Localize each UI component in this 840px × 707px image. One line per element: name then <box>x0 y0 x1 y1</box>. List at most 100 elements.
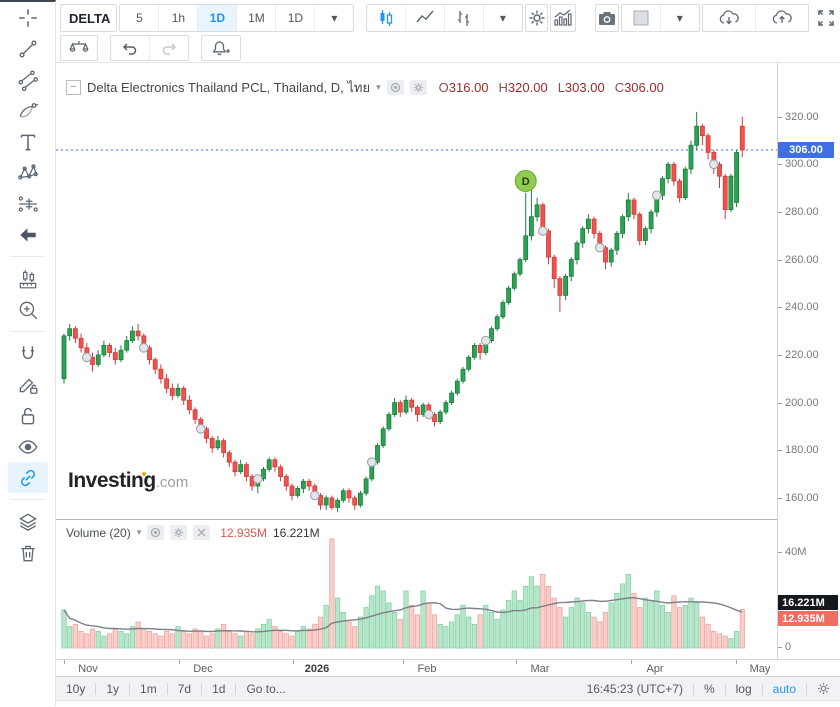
fib-tool[interactable] <box>0 64 56 95</box>
price-tick-label: 320.00 <box>778 110 819 123</box>
link-icon <box>20 469 36 486</box>
hide-drawings-button[interactable] <box>0 219 56 250</box>
trend-line-tool[interactable] <box>0 33 56 64</box>
percent-scale-button[interactable]: % <box>703 681 715 696</box>
auto-scale-button[interactable]: auto <box>772 681 796 696</box>
interval-1d2[interactable]: 1D <box>276 5 316 31</box>
scales-icon <box>69 41 89 52</box>
ohlc-high: H320.00 <box>498 80 548 95</box>
time-axis-label: Feb <box>417 663 437 675</box>
volume-current-badge: 16.221M <box>778 595 838 610</box>
range-7d-button[interactable]: 7d <box>177 681 192 696</box>
clock-label[interactable]: 16:45:23 (UTC+7) <box>586 681 683 696</box>
bars-chart-icon <box>457 11 469 26</box>
price-tick-label: 260.00 <box>778 253 819 266</box>
style-line-button[interactable] <box>406 5 445 31</box>
time-axis-tick <box>736 660 737 664</box>
volume-ma-value: 12.935M <box>220 525 267 540</box>
trend-line-icon <box>19 40 37 57</box>
link-intervals-tool[interactable] <box>8 462 48 493</box>
price-axis[interactable]: 320.00 300.00 280.00 260.00 240.00 220.00 200.… <box>777 63 840 659</box>
remove-drawings-tool[interactable] <box>0 537 56 568</box>
time-axis[interactable]: Nov Dec 2026 Feb Mar Apr May <box>56 659 840 677</box>
magnet-tool[interactable] <box>0 338 56 369</box>
interval-1d-active[interactable]: 1D <box>198 5 238 31</box>
price-tick-label: 160.00 <box>778 491 819 504</box>
range-1y-button[interactable]: 1y <box>106 681 120 696</box>
brush-tool[interactable] <box>0 95 56 126</box>
indicators-icon <box>554 9 572 26</box>
undo-button[interactable] <box>111 36 150 60</box>
mini-gear-icon <box>413 83 423 92</box>
snapshot-button[interactable] <box>594 4 619 32</box>
drawing-lock-tool[interactable] <box>0 369 56 400</box>
volume-tick-label: 0 <box>777 641 792 653</box>
symbol-text: DELTA <box>69 10 111 26</box>
crosshair-tool[interactable] <box>0 2 56 33</box>
price-pane[interactable]: D <box>56 63 777 519</box>
layout-button[interactable] <box>622 5 661 31</box>
svg-text:D: D <box>522 176 530 188</box>
zoom-in-tool[interactable] <box>0 294 56 325</box>
price-tick-label: 180.00 <box>778 444 819 457</box>
cloud-download-icon <box>719 10 739 25</box>
range-1m-button[interactable]: 1m <box>140 681 157 696</box>
layout-group: ▾ <box>620 4 700 32</box>
measure-icon <box>19 269 37 288</box>
chart-title: Delta Electronics Thailand PCL, Thailand… <box>87 80 371 95</box>
camera-icon <box>598 12 615 25</box>
fullscreen-button[interactable] <box>815 4 836 32</box>
style-candles-button[interactable] <box>367 5 406 31</box>
hide-all-tool[interactable] <box>0 431 56 462</box>
legend-dropdown[interactable]: ▾ <box>376 82 381 92</box>
collapse-legend-button[interactable]: − <box>66 80 81 95</box>
object-tree-tool[interactable] <box>0 506 56 537</box>
settings-button[interactable] <box>525 4 548 32</box>
style-dropdown[interactable]: ▾ <box>499 11 506 25</box>
time-axis-label: May <box>749 663 771 675</box>
volume-visibility-button[interactable] <box>147 525 165 540</box>
log-scale-button[interactable]: log <box>735 681 752 696</box>
volume-ma-badge: 12.935M <box>778 611 838 626</box>
legend-visibility-button[interactable] <box>386 80 404 95</box>
measure-tool[interactable] <box>0 263 56 294</box>
interval-dropdown[interactable]: ▾ <box>331 11 338 25</box>
redo-icon <box>162 43 177 55</box>
interval-1h[interactable]: 1h <box>159 5 199 31</box>
watermark-brand: Investing <box>68 469 156 492</box>
compare-button[interactable] <box>60 35 98 61</box>
layout-dropdown[interactable]: ▾ <box>676 11 683 25</box>
xabcd-tool[interactable] <box>0 157 56 188</box>
volume-settings-button[interactable] <box>170 525 188 540</box>
goto-date-button[interactable]: Go to... <box>246 681 286 696</box>
interval-1m[interactable]: 1M <box>237 5 277 31</box>
small-gear-icon <box>818 683 829 694</box>
interval-group: 5 1h 1D 1M 1D ▾ <box>119 4 355 32</box>
range-10y-button[interactable]: 10y <box>66 681 86 696</box>
fullscreen-icon <box>818 10 834 26</box>
indicators-button[interactable] <box>550 4 577 32</box>
volume-pane[interactable] <box>56 519 777 659</box>
forecast-tool[interactable] <box>0 188 56 219</box>
axis-settings-button[interactable] <box>807 682 840 695</box>
range-1d-button[interactable]: 1d <box>212 681 226 696</box>
fib-retracement-icon <box>18 70 39 91</box>
ohlc-close: C306.00 <box>614 80 664 95</box>
volume-study-title: Volume (20) <box>66 525 131 540</box>
interval-5[interactable]: 5 <box>120 5 160 31</box>
line-chart-icon <box>416 10 434 23</box>
chart-style-group: ▾ <box>365 4 523 32</box>
save-layout-button[interactable] <box>756 5 808 31</box>
text-tool[interactable] <box>0 126 56 157</box>
volume-close-button[interactable] <box>193 525 211 540</box>
load-layout-button[interactable] <box>703 5 757 31</box>
mini-gear-icon <box>174 528 184 537</box>
redo-button[interactable] <box>150 36 188 60</box>
symbol-input[interactable]: DELTA <box>60 4 118 32</box>
lock-all-tool[interactable] <box>0 400 56 431</box>
legend-settings-button[interactable] <box>409 80 427 95</box>
style-bars-button[interactable] <box>445 5 484 31</box>
add-alert-button[interactable] <box>201 35 241 61</box>
circle-dot-icon <box>151 527 161 538</box>
volume-legend-dropdown[interactable]: ▾ <box>136 527 142 537</box>
